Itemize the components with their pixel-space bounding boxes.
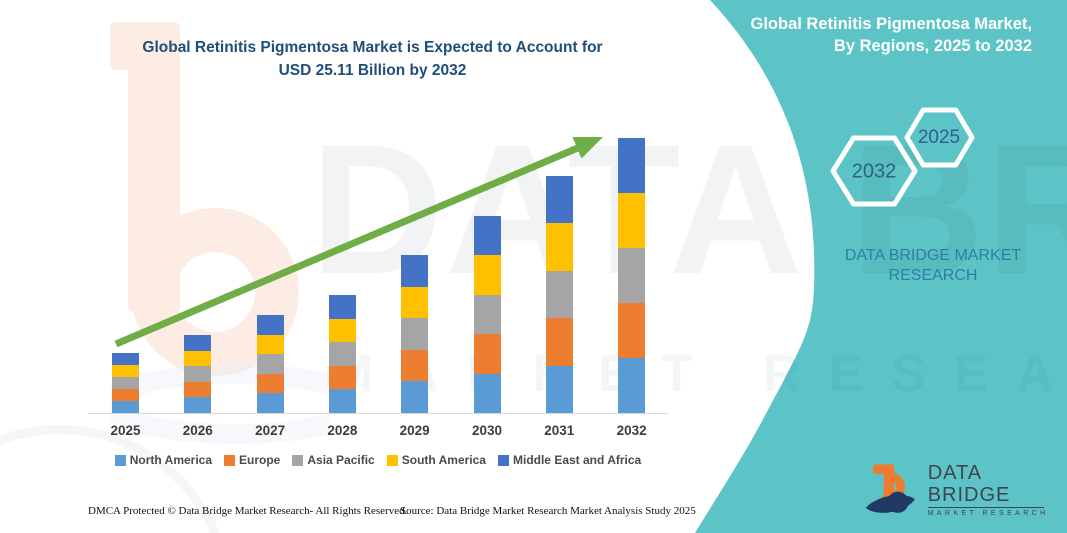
legend-swatch <box>224 454 236 466</box>
legend-label: Middle East and Africa <box>512 453 642 467</box>
bar-segment-middle-east-and-africa <box>184 335 212 351</box>
bar-segment-south-america <box>545 223 573 271</box>
chart-legend: North America Europe Asia Pacific South Ame… <box>88 453 668 467</box>
bar-segment-europe <box>112 389 139 401</box>
bar-2029 <box>401 255 429 413</box>
chart-title-line2: USD 25.11 Billion by 2032 <box>278 62 467 79</box>
bar-segment-north-america <box>328 389 356 413</box>
chart-title-line1: Global Retinitis Pigmentosa Market is Ex… <box>142 39 603 56</box>
bar-segment-middle-east-and-africa <box>545 176 573 224</box>
logo-text: DATA BRIDGE MARKET RESEARCH <box>927 461 1067 517</box>
bar-segment-north-america <box>112 401 139 413</box>
hexagon-badges <box>830 107 975 207</box>
bar-segment-south-america <box>401 286 429 319</box>
bar-2027 <box>256 315 284 413</box>
bar-segment-asia-pacific <box>112 377 139 389</box>
legend-item: North America <box>114 453 213 467</box>
x-axis-label: 2026 <box>182 423 213 438</box>
panel-brand-line1: DATA BRIDGE MARKET <box>844 247 1022 264</box>
panel-heading-line1: Global Retinitis Pigmentosa Market, <box>750 15 1032 33</box>
data-bridge-logo-icon <box>865 464 915 513</box>
x-axis-label: 2030 <box>471 423 503 438</box>
legend-swatch <box>386 454 398 466</box>
bar-segment-middle-east-and-africa <box>618 138 646 193</box>
chart-title: Global Retinitis Pigmentosa Market is Ex… <box>90 36 655 82</box>
bar-segment-middle-east-and-africa <box>328 294 356 319</box>
panel-heading: Global Retinitis Pigmentosa Market, By R… <box>702 13 1032 57</box>
bar-segment-north-america <box>545 365 573 413</box>
hexagon-year-2032: 2032 <box>851 160 897 183</box>
bar-segment-north-america <box>401 381 429 413</box>
hexagon-year-2025: 2025 <box>917 127 961 148</box>
legend-label: North America <box>129 453 213 467</box>
x-axis-label: 2029 <box>399 423 430 438</box>
bar-2031 <box>545 176 573 413</box>
x-axis-label: 2027 <box>255 423 286 438</box>
bar-segment-south-america <box>618 193 646 248</box>
bar-segment-europe <box>401 349 429 382</box>
bar-segment-asia-pacific <box>545 270 573 319</box>
bar-2028 <box>328 294 356 413</box>
legend-item: South America <box>386 453 486 467</box>
panel-brand-text: DATA BRIDGE MARKET RESEARCH <box>828 246 1038 286</box>
bar-segment-europe <box>545 318 573 366</box>
footer-source: Source: Data Bridge Market Research Mark… <box>400 505 696 517</box>
x-axis-label: 2032 <box>616 423 647 438</box>
bar-2030 <box>473 216 501 413</box>
legend-item: Asia Pacific <box>292 453 375 467</box>
bar-segment-europe <box>184 381 212 398</box>
bar-segment-south-america <box>473 255 501 295</box>
bar-segment-north-america <box>256 393 284 413</box>
bar-segment-north-america <box>618 358 646 413</box>
legend-label: Asia Pacific <box>307 453 375 467</box>
x-axis-label: 2028 <box>327 423 358 438</box>
bar-segment-north-america <box>473 373 501 413</box>
bar-2026 <box>184 335 212 413</box>
logo-subtitle: MARKET RESEARCH <box>927 509 1049 517</box>
bar-segment-middle-east-and-africa <box>401 255 429 287</box>
bar-segment-asia-pacific <box>401 318 429 350</box>
bar-segment-middle-east-and-africa <box>112 353 139 365</box>
bar-segment-asia-pacific <box>328 342 356 366</box>
company-logo: DATA BRIDGE MARKET RESEARCH <box>862 460 1067 518</box>
footer-copyright: DMCA Protected © Data Bridge Market Rese… <box>88 505 408 517</box>
x-axis-labels: 2025 2026 2027 2028 2029 2030 2031 2032 <box>88 423 668 441</box>
logo-name: DATA BRIDGE <box>927 461 1011 506</box>
panel-brand-line2: RESEARCH <box>888 267 978 284</box>
legend-label: Europe <box>239 453 281 467</box>
bar-segment-south-america <box>328 318 356 343</box>
legend-item: Europe <box>224 453 280 467</box>
bar-segment-europe <box>618 303 646 358</box>
bar-segment-europe <box>473 334 501 374</box>
bar-2025 <box>112 353 139 413</box>
logo-divider <box>927 506 1044 508</box>
legend-item: Middle East and Africa <box>497 453 642 467</box>
bar-segment-asia-pacific <box>256 354 284 374</box>
panel-heading-line2: By Regions, 2025 to 2032 <box>833 37 1032 55</box>
bar-segment-middle-east-and-africa <box>473 216 501 256</box>
bar-segment-asia-pacific <box>473 294 501 335</box>
bar-segment-south-america <box>184 350 212 367</box>
legend-label: South America <box>401 453 486 467</box>
bar-2032 <box>618 138 646 413</box>
bar-segment-middle-east-and-africa <box>256 315 284 335</box>
legend-swatch <box>292 454 304 466</box>
bar-segment-south-america <box>256 334 284 355</box>
bar-segment-asia-pacific <box>184 366 212 382</box>
plot-area <box>88 118 668 414</box>
legend-swatch <box>114 454 126 466</box>
bar-segment-asia-pacific <box>618 248 646 303</box>
bar-segment-europe <box>328 365 356 390</box>
legend-swatch <box>497 454 509 466</box>
x-axis-label: 2025 <box>110 423 141 438</box>
bar-segment-europe <box>256 373 284 394</box>
bar-segment-north-america <box>184 397 212 413</box>
x-axis-label: 2031 <box>544 423 575 438</box>
bar-segment-south-america <box>112 365 139 377</box>
